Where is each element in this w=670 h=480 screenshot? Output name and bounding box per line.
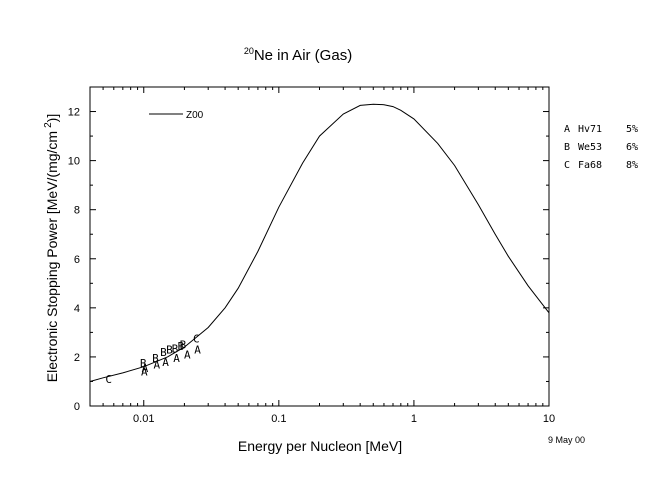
series-line-z00	[89, 103, 550, 382]
source-percent: 6%	[626, 142, 638, 153]
source-percent: 5%	[626, 124, 638, 135]
y-axis-label: Electronic Stopping Power [MeV/(mg/cm 2)]	[43, 114, 60, 382]
data-marker-a: A	[173, 352, 180, 365]
data-marker-a: A	[142, 362, 149, 375]
y-tick-label: 12	[68, 107, 80, 119]
data-marker-b: B	[152, 352, 159, 365]
source-ref: Hv71	[578, 124, 602, 135]
source-ref: Fa68	[578, 160, 602, 171]
x-axis-ticks	[89, 87, 550, 406]
x-tick-label: 0.1	[271, 413, 286, 425]
date-stamp: 9 May 00	[548, 435, 585, 445]
data-source-row: C Fa68 8%	[564, 160, 638, 171]
y-axis-ticks	[90, 86, 549, 407]
data-marker-b: B	[177, 340, 184, 353]
data-marker-a: A	[184, 348, 191, 361]
x-tick-label: 1	[411, 413, 417, 425]
data-marker-b: B	[180, 339, 187, 352]
data-marker-b: B	[140, 357, 147, 370]
data-marker-a: A	[141, 366, 148, 379]
source-code: A	[564, 124, 570, 135]
x-tick-label: 0.01	[133, 413, 154, 425]
y-tick-label: 6	[74, 254, 80, 266]
source-percent: 8%	[626, 160, 638, 171]
data-marker-b: B	[172, 342, 179, 355]
y-tick-label: 4	[74, 303, 80, 315]
legend: Z00	[149, 110, 204, 121]
data-source-row: A Hv71 5%	[564, 124, 638, 135]
chart-title-text: Ne in Air (Gas)	[254, 47, 352, 64]
data-source-list: A Hv71 5% B We53 6% C Fa68 8%	[564, 124, 638, 171]
data-marker-b: B	[166, 344, 173, 357]
source-code: B	[564, 142, 570, 153]
y-axis-label-main: Electronic Stopping Power [MeV/(mg/cm	[44, 131, 60, 382]
y-tick-label: 2	[74, 352, 80, 364]
source-code: C	[564, 160, 570, 171]
data-marker-a: A	[162, 356, 169, 369]
x-axis-tick-labels: 0.01 0.1 1 10	[133, 413, 555, 425]
y-axis-label-end: )]	[44, 114, 60, 123]
y-tick-label: 10	[68, 156, 80, 168]
chart-title-superscript: 20	[244, 46, 254, 56]
source-ref: We53	[578, 142, 602, 153]
data-marker-c: C	[193, 333, 200, 346]
y-axis-label-superscript: 2	[43, 122, 54, 128]
y-axis-tick-labels: 0 2 4 6 8 10 12	[68, 107, 80, 413]
y-tick-label: 0	[74, 401, 80, 413]
x-axis-label: Energy per Nucleon [MeV]	[238, 438, 402, 454]
data-source-row: B We53 6%	[564, 142, 638, 153]
data-marker-b: B	[160, 346, 167, 359]
data-marker-a: A	[154, 358, 161, 371]
y-tick-label: 8	[74, 205, 80, 217]
x-tick-label: 10	[543, 413, 555, 425]
chart-title: 20Ne in Air (Gas)	[244, 46, 352, 64]
legend-label: Z00	[186, 110, 204, 121]
data-marker-a: A	[194, 344, 201, 357]
data-marker-c: C	[105, 373, 112, 386]
